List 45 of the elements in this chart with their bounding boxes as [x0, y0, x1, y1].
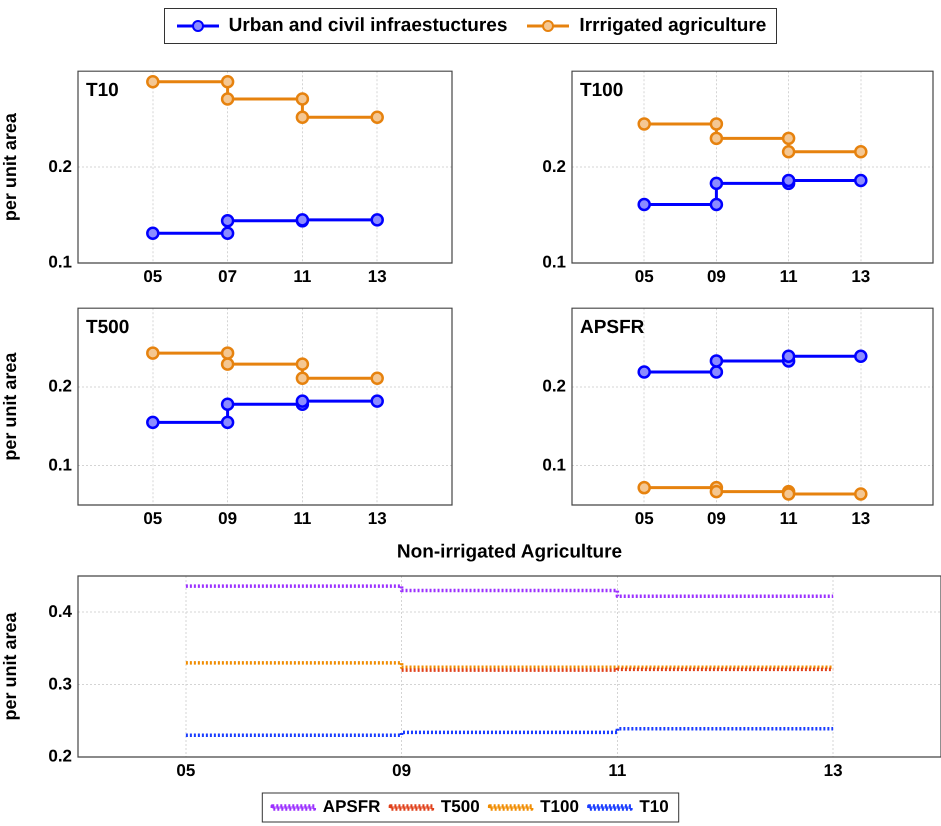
x-tick-label: 13 — [824, 760, 843, 780]
x-tick-label: 13 — [851, 266, 870, 286]
x-tick-label: 05 — [634, 508, 654, 528]
y-tick-label: 0.1 — [542, 455, 566, 474]
x-tick-label: 11 — [780, 508, 798, 528]
text: T100 — [580, 80, 624, 101]
y-tick-label: 0.2 — [542, 156, 566, 176]
x-tick-label: 09 — [392, 760, 412, 780]
x-tick-label: 13 — [368, 266, 387, 286]
y-tick-label: 0.1 — [48, 455, 72, 474]
chart-title: APSFR — [580, 316, 645, 338]
chart-title: Non-irrigated Agriculture — [396, 542, 622, 563]
x-tick-label: 05 — [176, 760, 196, 780]
x-tick-label: 13 — [368, 508, 387, 528]
x-tick-label: 05 — [634, 266, 654, 286]
x-tick-label: 09 — [218, 508, 238, 528]
y-tick-label: 0.1 — [542, 252, 566, 272]
y-tick-label: 0.2 — [48, 376, 72, 396]
x-tick-label: 05 — [143, 266, 162, 286]
y-tick-label: 0.3 — [48, 674, 72, 694]
legend-label: T10 — [639, 797, 669, 816]
y-tick-label: 0.4 — [48, 602, 73, 621]
x-tick-label: 13 — [851, 508, 870, 528]
y-tick-label: 0.2 — [48, 746, 72, 766]
y-tick-label: 0.2 — [48, 156, 72, 176]
chart-title: T500 — [86, 316, 130, 338]
text: T10 — [86, 80, 119, 101]
x-tick-label: 11 — [293, 508, 312, 528]
x-tick-label: 05 — [143, 508, 162, 528]
x-tick-label: 09 — [706, 266, 726, 286]
y-tick-label: 0.1 — [48, 252, 72, 272]
legend-label: T100 — [540, 797, 579, 816]
x-tick-label: 11 — [293, 266, 312, 286]
y-axis-title: per unit area — [0, 112, 20, 222]
legend-label: Urban and civil infraestuctures — [228, 15, 508, 37]
legend-label: Irrrigated agriculture — [579, 15, 766, 37]
y-tick-label: 0.2 — [542, 376, 566, 396]
legend-label: T500 — [440, 797, 480, 816]
x-tick-label: 11 — [608, 760, 626, 780]
x-tick-label: 11 — [780, 266, 798, 286]
x-tick-label: 07 — [218, 266, 238, 286]
y-axis-title: per unit area — [0, 612, 20, 721]
x-tick-label: 09 — [706, 508, 726, 528]
legend-label: APSFR — [322, 797, 380, 816]
y-axis-title: per unit area — [0, 352, 20, 461]
